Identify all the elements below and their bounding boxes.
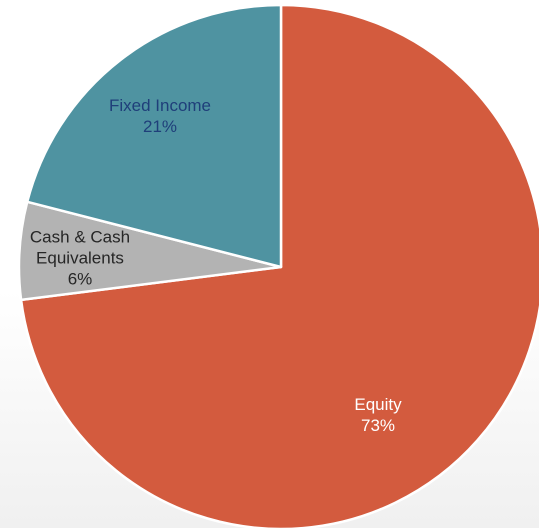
pie-slice xyxy=(25,3,283,269)
slice-category: Fixed Income xyxy=(108,96,212,115)
slice-value-label: 73% xyxy=(360,416,396,435)
slice-category: Cash & Cash Equivalents xyxy=(29,227,131,268)
pie-slice xyxy=(19,3,539,528)
slice-label: Equity 73% xyxy=(318,394,438,436)
slice-category: Equity xyxy=(354,395,402,414)
slice-label: Cash & Cash Equivalents 6% xyxy=(5,227,155,290)
slice-value-label: 21% xyxy=(142,117,178,136)
slice-value-label: 6% xyxy=(67,269,93,289)
slice-label: Fixed Income 21% xyxy=(80,95,240,137)
